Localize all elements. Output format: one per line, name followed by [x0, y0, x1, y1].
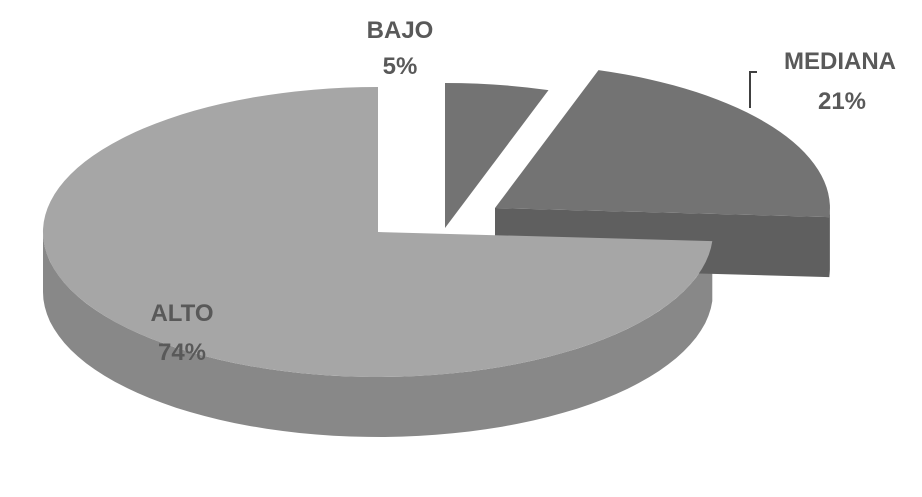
- slice-alto: [42, 87, 713, 377]
- pie-slices: [42, 70, 830, 437]
- slice-percent-bajo: 5%: [383, 53, 418, 80]
- slice-label-mediana: MEDIANA: [784, 48, 896, 75]
- slice-label-alto: ALTO: [150, 300, 213, 327]
- slice-label-bajo: BAJO: [367, 17, 434, 44]
- slice-percent-mediana: 21%: [818, 88, 866, 115]
- pie-data-labels: BAJO 5% MEDIANA 21% ALTO 74%: [150, 17, 896, 366]
- slice-mediana: [495, 70, 830, 218]
- mediana-leader-line: [749, 71, 757, 108]
- slice-side-mediana: [829, 208, 830, 278]
- slice-side-alto: [43, 232, 713, 437]
- slice-percent-alto: 74%: [158, 339, 206, 366]
- slice-bajo: [445, 83, 549, 228]
